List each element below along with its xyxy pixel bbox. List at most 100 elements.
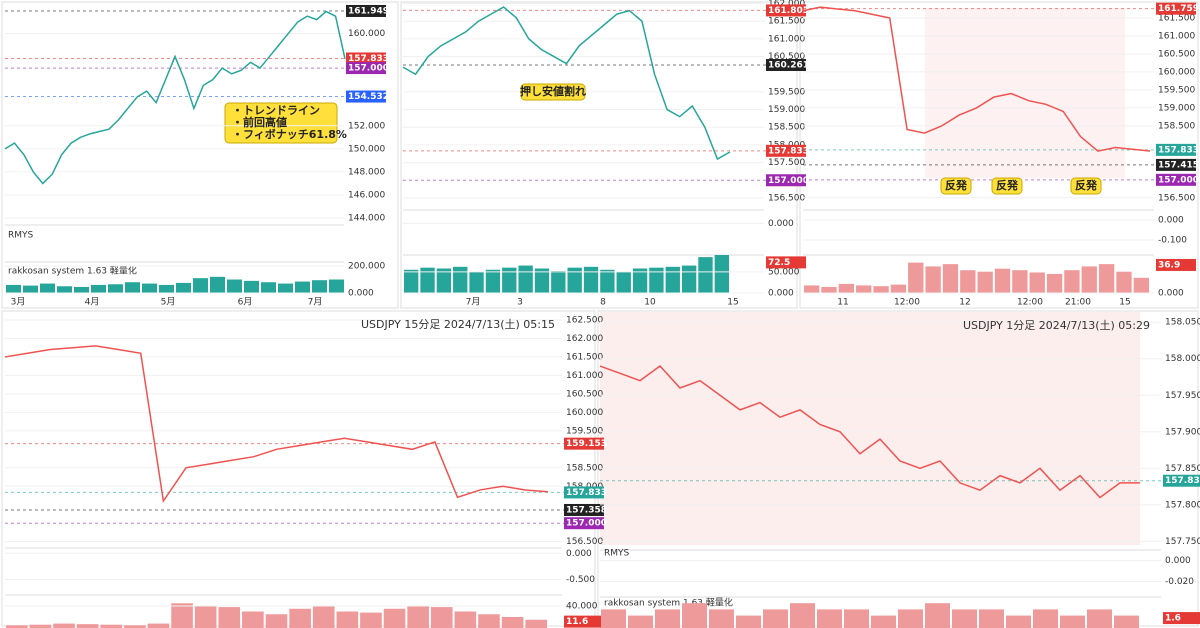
volume-bar xyxy=(960,270,976,293)
price-badge xyxy=(1163,612,1200,625)
x-tick-label: 3月 xyxy=(11,297,26,308)
chart-title: USDJPY 1分足 2024/7/13(土) 05:29 xyxy=(963,319,1150,332)
volume-bar xyxy=(534,268,550,293)
x-tick-label: 7月 xyxy=(308,297,323,308)
volume-bar xyxy=(994,268,1011,293)
volume-bar xyxy=(469,271,484,293)
volume-bar xyxy=(942,264,959,293)
volume-bar xyxy=(567,267,582,293)
price-badge-label: 160.261 xyxy=(768,60,809,70)
price-badge xyxy=(1156,2,1196,15)
y-tick-label: 0.000 xyxy=(1165,556,1191,566)
price-badge xyxy=(346,90,386,103)
price-badge-label: 11.6 xyxy=(566,617,588,627)
volume-bar xyxy=(632,268,648,293)
x-tick-label: 10 xyxy=(644,298,656,308)
volume-bar xyxy=(176,282,191,293)
volume-bar xyxy=(244,280,259,293)
volume-bar xyxy=(871,615,896,628)
price-badge-label: 157.000 xyxy=(1158,175,1199,185)
volume-bar xyxy=(91,284,106,293)
volume-bar xyxy=(1012,270,1028,293)
volume-bar xyxy=(1033,609,1058,628)
y-tick-label: 157.750 xyxy=(1165,537,1200,547)
y-tick-label: 0.000 xyxy=(348,289,374,299)
annotation-box xyxy=(940,177,972,195)
volume-bar xyxy=(844,609,869,628)
volume-bar xyxy=(682,603,707,628)
volume-bar xyxy=(453,266,468,293)
volume-bar xyxy=(336,611,359,628)
volume-bar xyxy=(698,257,713,293)
price-badge-label: 161.759 xyxy=(1158,4,1199,14)
price-badge-label: 157.833 xyxy=(566,488,607,498)
volume-bar xyxy=(714,255,729,293)
volume-bar xyxy=(265,614,288,628)
volume-bar xyxy=(193,278,208,293)
volume-bar xyxy=(821,286,837,293)
x-tick-label: 12:00 xyxy=(1017,298,1043,308)
volume-bar xyxy=(873,286,889,293)
y-tick-label: 160.000 xyxy=(566,408,603,418)
volume-bar xyxy=(404,269,419,293)
y-tick-label: 0.000 xyxy=(768,219,794,229)
y-tick-label: 152.000 xyxy=(348,121,385,131)
volume-bar xyxy=(838,283,855,293)
y-tick-label: 157.900 xyxy=(1165,427,1200,437)
price-badge xyxy=(1163,474,1200,487)
volume-bar xyxy=(502,267,517,293)
volume-bar xyxy=(329,279,344,293)
y-tick-label: 40.000 xyxy=(566,602,598,612)
x-tick-label: 12:00 xyxy=(894,298,920,308)
indicator-label: RMYS xyxy=(604,549,630,559)
price-badge xyxy=(564,517,604,530)
volume-bar xyxy=(525,619,547,628)
volume-bar xyxy=(454,611,477,628)
y-tick-label: 158.050 xyxy=(1165,318,1200,328)
price-badge-label: 157.833 xyxy=(768,146,809,156)
y-tick-label: 0.000 xyxy=(1158,216,1184,226)
volume-bar xyxy=(312,280,327,293)
annotation-box xyxy=(1070,177,1102,195)
price-badge xyxy=(1156,173,1196,186)
volume-bar xyxy=(790,603,815,628)
annotation-box xyxy=(991,177,1023,195)
y-tick-label: 150.000 xyxy=(348,144,385,154)
volume-bar xyxy=(655,609,680,628)
y-tick-label: -0.500 xyxy=(566,575,595,585)
x-tick-label: 15 xyxy=(1119,298,1130,308)
volume-bar xyxy=(210,276,225,293)
volume-bar xyxy=(1029,272,1045,293)
volume-bar xyxy=(977,271,993,293)
price-badge xyxy=(346,52,386,65)
volume-bar xyxy=(218,607,241,628)
volume-bar xyxy=(817,609,842,628)
price-line xyxy=(4,10,346,185)
volume-bar xyxy=(194,606,217,628)
y-tick-label: 161.000 xyxy=(566,371,603,381)
price-badge-label: 159.153 xyxy=(566,439,607,449)
price-badge xyxy=(766,4,806,17)
price-line xyxy=(802,6,1151,152)
price-badge xyxy=(766,144,806,157)
volume-bar xyxy=(1064,270,1080,293)
volume-bar xyxy=(616,271,631,293)
annotation: ・フィボナッチ61.8% xyxy=(232,127,347,141)
price-badge-label: 157.833 xyxy=(348,54,389,64)
indicator-label: rakkosan system 1.63 軽量化 xyxy=(604,597,733,609)
y-tick-label: 159.500 xyxy=(768,87,805,97)
price-badge xyxy=(346,62,386,75)
volume-bar xyxy=(76,624,99,628)
volume-bar xyxy=(360,612,382,628)
y-tick-label: 0.000 xyxy=(768,289,794,299)
y-tick-label: 50.000 xyxy=(768,267,800,277)
annotation: 反発 xyxy=(996,178,1019,192)
price-line xyxy=(402,6,731,161)
y-tick-label: 0.000 xyxy=(566,549,592,559)
volume-bar xyxy=(171,603,193,628)
volume-bar xyxy=(804,285,820,293)
y-tick-label: 157.950 xyxy=(1165,391,1200,401)
y-tick-label: 0.000 xyxy=(1158,289,1184,299)
y-tick-label: 156.500 xyxy=(768,193,805,203)
